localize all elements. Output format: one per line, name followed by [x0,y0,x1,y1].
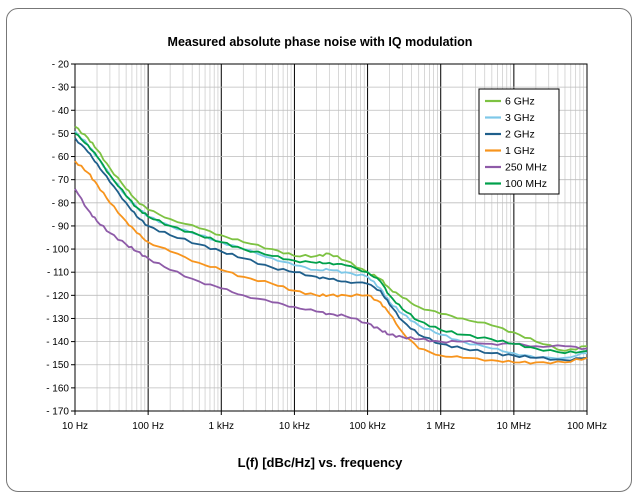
legend-label: 250 MHz [505,162,547,174]
phase-noise-chart: Measured absolute phase noise with IQ mo… [46,35,607,470]
y-tick-label: - 30 [52,83,70,94]
y-tick-label: - 160 [46,383,69,394]
y-tick-label: - 130 [46,314,69,325]
series-line-100-mhz [74,132,588,355]
legend-label: 6 GHz [505,96,535,108]
x-tick-label: 10 kHz [279,421,310,432]
y-tick-label: - 70 [52,175,70,186]
series-line-250-mhz [74,188,588,350]
y-tick-label: - 110 [47,268,69,279]
x-tick-label: 10 Hz [62,421,88,432]
y-tick-label: - 50 [52,129,70,140]
x-axis-label: L(f) [dBc/Hz] vs. frequency [238,455,403,470]
legend-label: 1 GHz [505,145,535,157]
x-tick-label: 10 MHz [497,421,531,432]
y-tick-label: - 170 [46,407,69,418]
y-tick-label: - 90 [52,221,70,232]
y-tick-label: - 80 [52,198,70,209]
y-tick-label: - 20 [52,60,70,71]
x-tick-labels: 10 Hz 100 Hz 1 kHz 10 kHz 100 kHz 1 MHz 10 MHz… [62,411,607,432]
y-tick-label: - 120 [46,291,69,302]
x-tick-label: 100 Hz [132,421,164,432]
plot-area [74,63,588,412]
series-line-1-ghz [74,160,588,365]
chart-title: Measured absolute phase noise with IQ mo… [168,35,473,49]
x-tick-label: 1 MHz [426,421,455,432]
legend-box [478,88,560,195]
y-tick-label: - 140 [46,337,69,348]
series-line-3-ghz [74,130,588,360]
series-line-2-ghz [74,137,588,362]
legend-label: 3 GHz [505,112,535,124]
legend-label: 2 GHz [505,129,535,141]
x-tick-label: 100 kHz [349,421,386,432]
y-tick-label: - 40 [52,106,70,117]
x-tick-label: 1 kHz [209,421,235,432]
series-line-6-ghz [74,125,588,352]
y-tick-labels: - 20 - 30 - 40 - 50 - 60 - 70 - 80 - 90 - 100 - 1… [46,60,75,418]
legend-label: 100 MHz [505,178,547,190]
x-tick-label: 100 MHz [567,421,607,432]
legend: 6 GHz 3 GHz 2 GHz 1 GHz 250 MHz 100 MHz [478,88,560,195]
chart-frame: Measured absolute phase noise with IQ mo… [6,8,632,492]
y-tick-label: - 150 [46,360,69,371]
y-tick-label: - 100 [46,245,69,256]
y-tick-label: - 60 [52,152,70,163]
series-lines [74,125,588,365]
